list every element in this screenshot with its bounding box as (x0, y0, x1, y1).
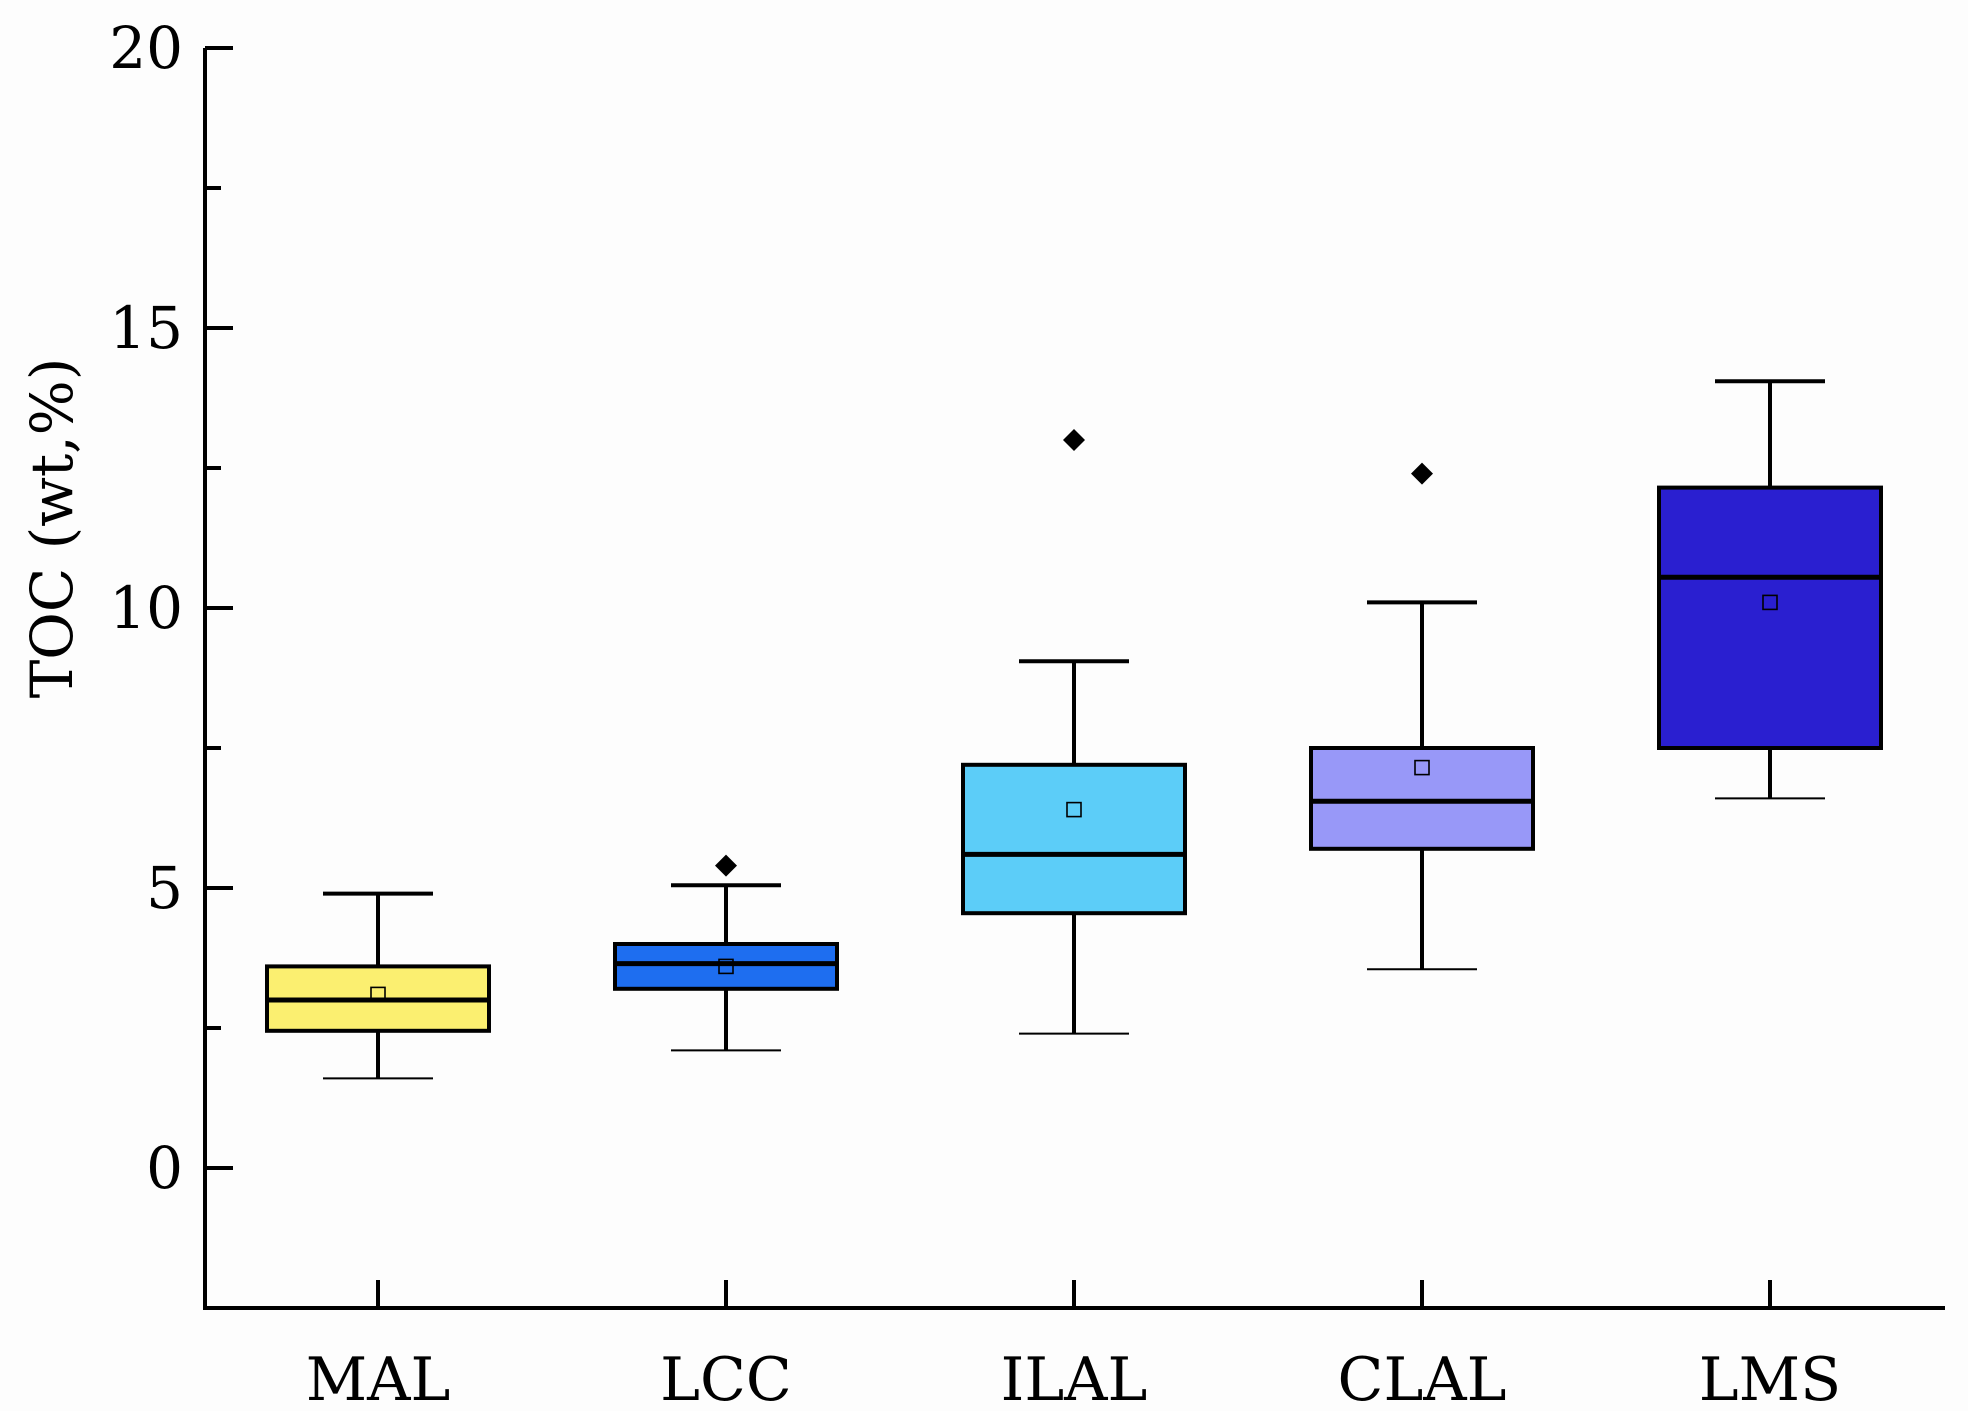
iqr-box (1657, 485, 1883, 750)
x-category-label: MAL (306, 1345, 451, 1411)
y-tick-label: 10 (109, 574, 183, 642)
y-tick-label: 15 (109, 294, 183, 362)
x-category-label: ILAL (1001, 1345, 1148, 1411)
outlier-point (1411, 462, 1433, 485)
box-series (265, 379, 1883, 1080)
y-axis-title: TOC (wt,%) (18, 358, 86, 699)
axis-labels: 0 5 10 15 20 MAL LCC ILAL CLAL LMS (109, 14, 1841, 1411)
mean-marker (1414, 759, 1430, 776)
iqr-box (613, 942, 839, 991)
iqr-box (1309, 746, 1535, 851)
mean-marker (370, 986, 386, 1003)
y-tick-label: 0 (146, 1134, 183, 1202)
x-category-label: LMS (1699, 1345, 1841, 1411)
axes (203, 46, 1945, 1310)
iqr-box (961, 762, 1187, 916)
box-group-clal (1309, 462, 1535, 971)
x-category-label: CLAL (1338, 1345, 1507, 1411)
mean-marker (1066, 801, 1082, 818)
box-group-ilal (961, 429, 1187, 1035)
outlier-point (715, 854, 737, 877)
box-group-lms (1657, 379, 1883, 800)
y-tick-label: 20 (109, 14, 183, 82)
y-tick-label: 5 (146, 854, 183, 922)
x-category-label: LCC (660, 1345, 792, 1411)
box-group-lcc (613, 854, 839, 1052)
mean-marker (718, 958, 734, 975)
outlier-point (1063, 429, 1085, 451)
mean-marker (1762, 594, 1778, 611)
box-group-mal (265, 891, 491, 1080)
